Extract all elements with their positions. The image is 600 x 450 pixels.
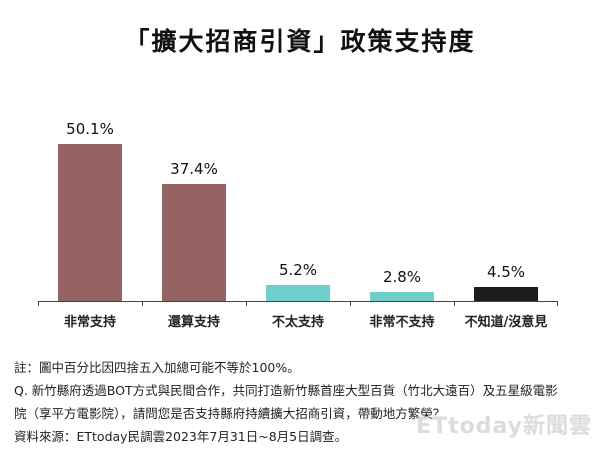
data-source: 資料來源：ETtoday民調雲2023年7月31日~8月5日調查。: [14, 429, 348, 444]
bar: [58, 144, 122, 301]
category-label: 非常不支持: [369, 315, 435, 330]
bar: [162, 184, 226, 301]
bar-value-label: 50.1%: [66, 120, 114, 138]
bar: [474, 287, 538, 301]
chart-title: 「擴大招商引資」政策支持度: [124, 27, 476, 56]
ettoday-watermark-logo: ETtoday新聞雲: [416, 414, 592, 439]
rounding-note: 註：圖中百分比因四捨五入加總可能不等於100%。: [14, 360, 300, 375]
axis-tick: [454, 301, 455, 306]
bar-chart: 50.1% 非常支持 37.4% 還算支持 5.2% 不太支持 2.8% 非常不支持 4.5% 不…: [38, 120, 558, 330]
bar-value-label: 2.8%: [382, 268, 422, 286]
x-axis: [38, 301, 558, 302]
category-label: 非常支持: [63, 315, 116, 330]
axis-tick: [350, 301, 351, 306]
notes-section: 註：圖中百分比因四捨五入加總可能不等於100%。 Q. 新竹縣府透過BOT方式與…: [14, 356, 594, 448]
axis-tick: [142, 301, 143, 306]
category-label: 不知道/沒意見: [464, 315, 548, 330]
bar-value-label: 5.2%: [278, 261, 318, 279]
axis-tick: [246, 301, 247, 306]
bar-value-label: 37.4%: [170, 160, 218, 178]
axis-tick: [38, 301, 39, 306]
category-label: 不太支持: [271, 315, 324, 330]
bar: [266, 285, 330, 301]
axis-tick: [557, 301, 558, 306]
category-label: 還算支持: [167, 315, 220, 330]
bar: [370, 292, 434, 301]
survey-question-line1: Q. 新竹縣府透過BOT方式與民間合作，共同打造新竹縣首座大型百貨（竹北大遠百）…: [14, 383, 558, 398]
survey-question-line2: 院（享平方電影院），請問您是否支持縣府持續擴大招商引資，帶動地方繁榮？: [14, 406, 446, 421]
bar-value-label: 4.5%: [486, 263, 526, 281]
